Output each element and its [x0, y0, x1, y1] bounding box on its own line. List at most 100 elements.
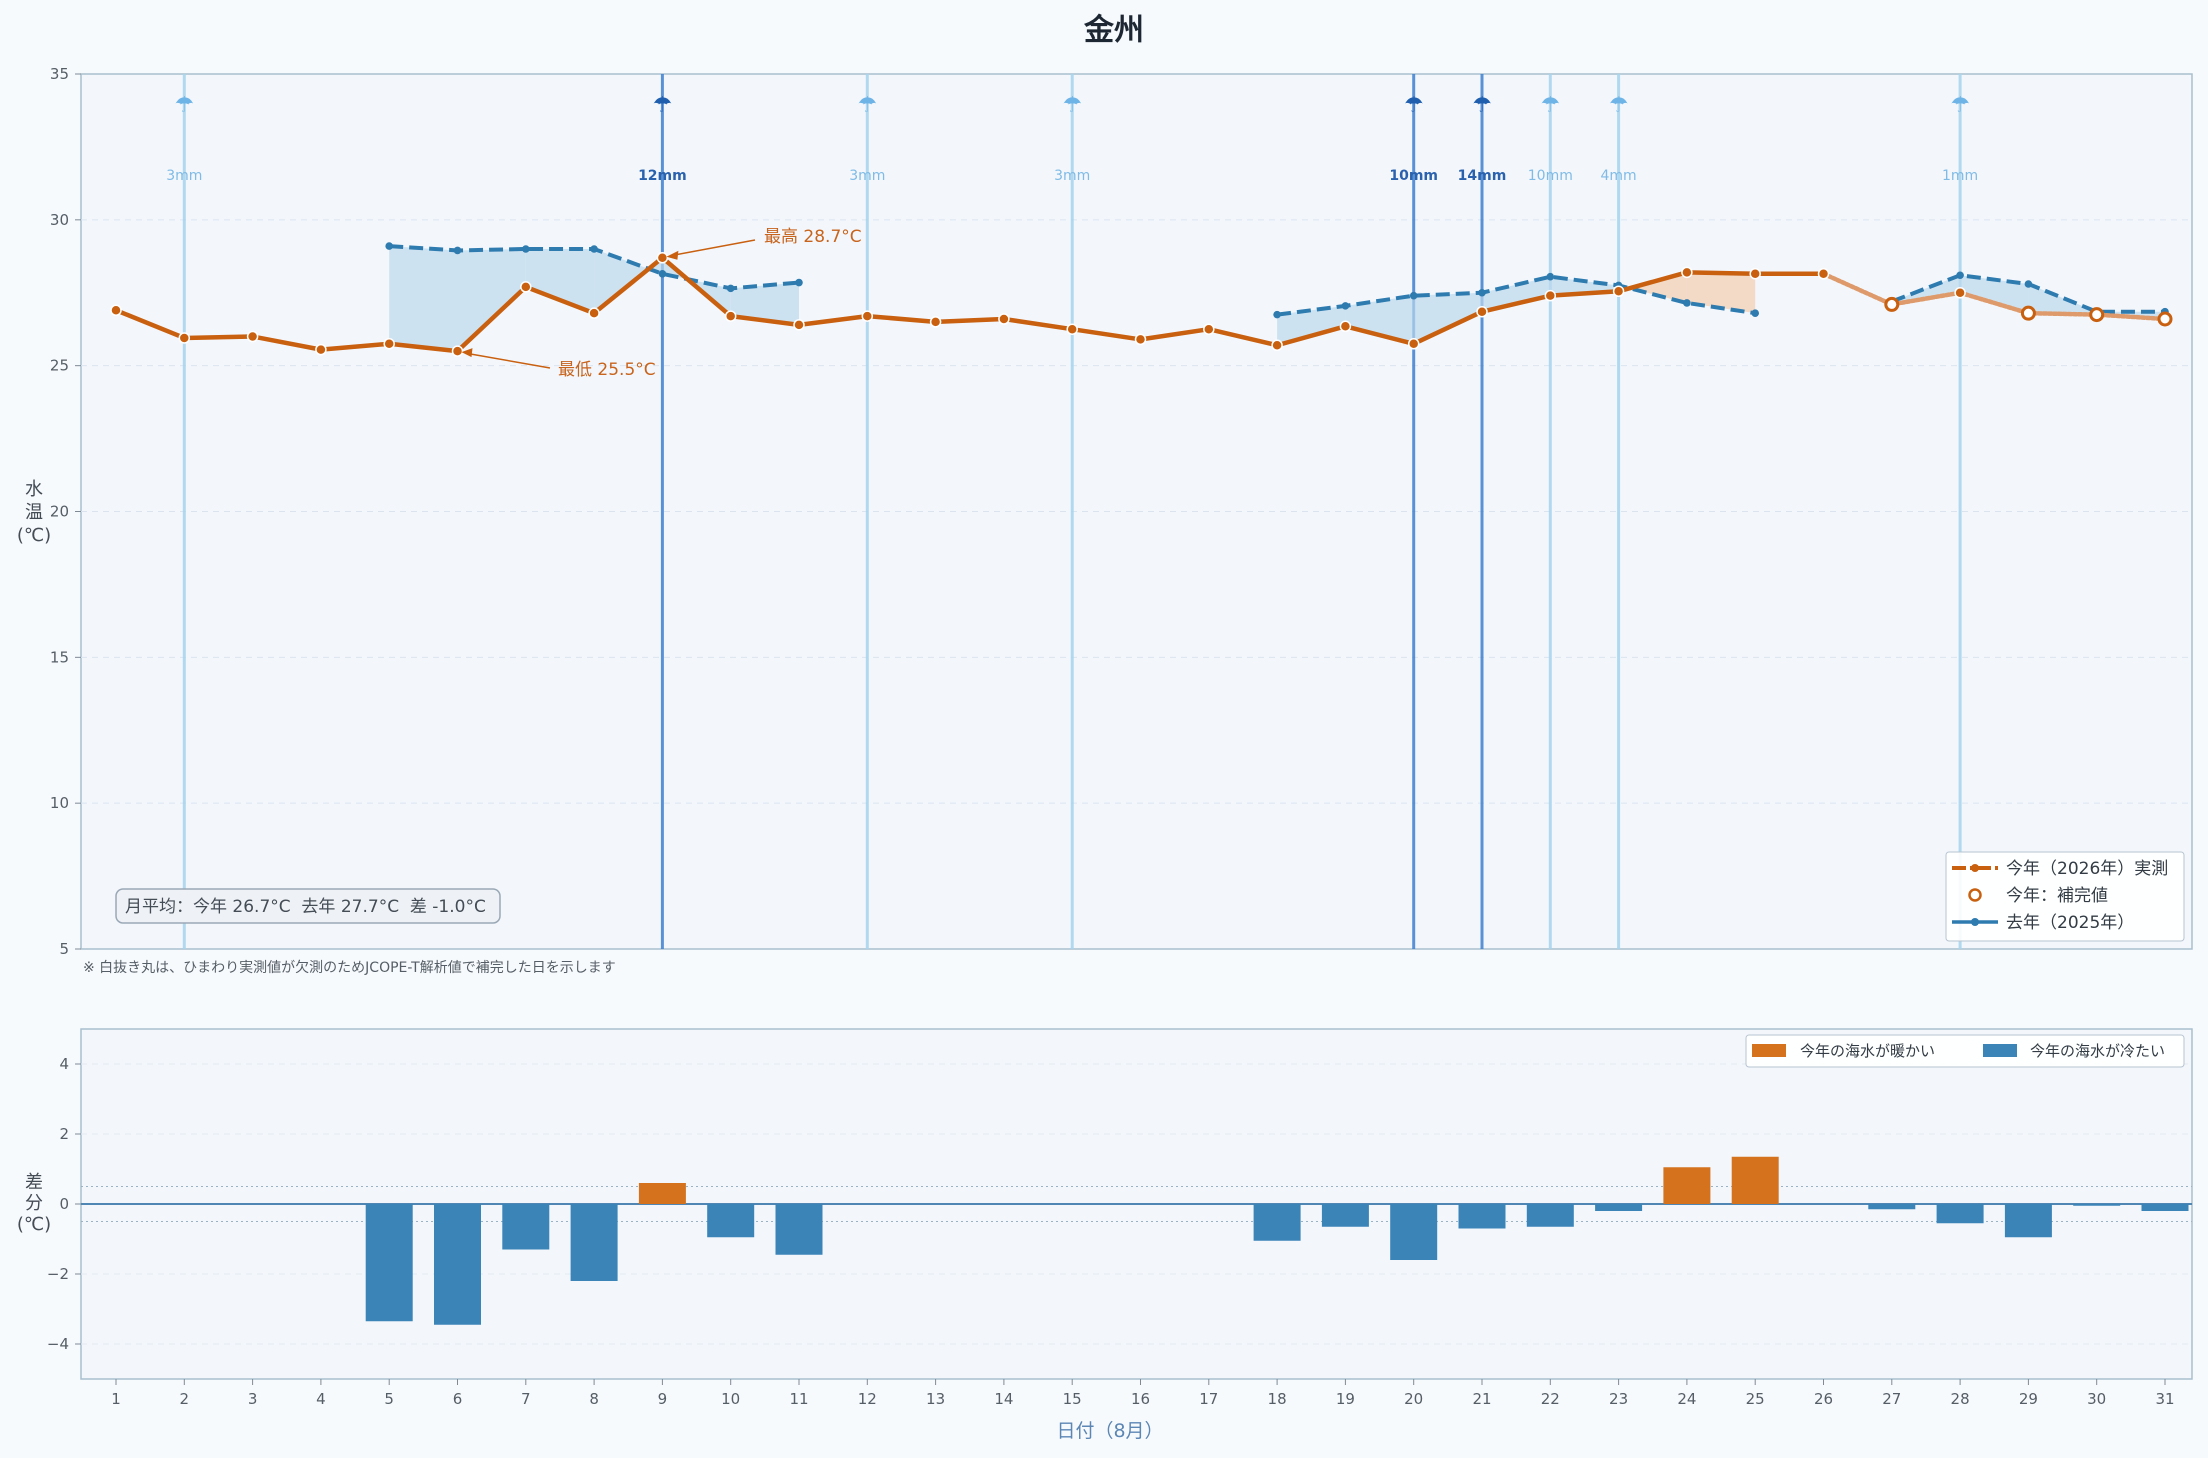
- this-year-point: [1066, 323, 1078, 335]
- last-year-point: [726, 284, 735, 293]
- last-year-point: [795, 278, 803, 287]
- warm-bar: [1663, 1167, 1711, 1204]
- last-year-point: [2024, 280, 2033, 288]
- x-tick-label: 20: [1404, 1390, 1423, 1408]
- this-year-line-segment: [1411, 309, 1485, 347]
- top-y-label-line-3: (℃): [17, 525, 51, 546]
- monthly-summary-box: [115, 888, 501, 924]
- this-year-line-segment: [1889, 290, 1963, 307]
- difference-fill-segment: [730, 282, 799, 325]
- this-year-point: [1271, 339, 1283, 351]
- this-year-line-segment: [1821, 271, 1895, 307]
- this-year-point: [1954, 287, 1966, 299]
- x-tick-label: 24: [1677, 1390, 1696, 1408]
- this-year-point: [1612, 285, 1625, 298]
- x-tick-label: 25: [1746, 1390, 1765, 1408]
- this-year-line-segment: [1479, 293, 1553, 314]
- bottom-y-label-line-1: 差: [25, 1172, 43, 1193]
- bottom-legend-box: [1745, 1034, 2185, 1068]
- last-year-point: [1478, 288, 1486, 297]
- this-year-line-segment: [1274, 324, 1348, 348]
- umbrella-icon: ☂: [1472, 93, 1492, 118]
- difference-fill-segment: [1277, 305, 1346, 346]
- rain-amount-label: 3mm: [166, 168, 202, 184]
- last-year-line: [1276, 274, 1756, 317]
- last-year-point: [385, 242, 394, 250]
- x-axis-label: 日付（8月）: [1056, 1420, 1163, 1442]
- this-year-point: [451, 345, 464, 357]
- cold-bar: [2073, 1204, 2121, 1206]
- last-year-point: [1341, 302, 1350, 310]
- cold-bar: [1458, 1204, 1506, 1229]
- top-y-tick-label: 10: [50, 794, 69, 812]
- bottom-gridlines: [81, 1063, 2192, 1345]
- this-year-point: [1817, 268, 1830, 280]
- this-year-point: [998, 313, 1010, 325]
- umbrella-icon: ☂: [1404, 93, 1424, 118]
- difference-fill-segment: [1345, 295, 1414, 344]
- last-year-point: [1273, 310, 1281, 319]
- warm-bar: [638, 1183, 686, 1204]
- last-year-point: [522, 245, 530, 253]
- legend-warm-label: 今年の海水が暖かい: [1800, 1042, 1935, 1060]
- this-year-line-segment: [591, 255, 665, 316]
- this-year-line-segment: [1001, 316, 1075, 332]
- rain-amount-label: 1mm: [1942, 168, 1978, 184]
- this-year-point: [1681, 266, 1693, 279]
- x-tick-label: 28: [1951, 1390, 1970, 1408]
- difference-fill-segment: [1482, 276, 1551, 312]
- x-tick-label: 9: [658, 1390, 668, 1408]
- legend-this-year-label: 今年（2026年）実測: [2006, 859, 2168, 879]
- rain-amount-label: 10mm: [1528, 168, 1573, 184]
- this-year-line-segment: [1684, 270, 1758, 277]
- umbrella-icon: ☂: [174, 93, 194, 118]
- last-year-point: [453, 246, 462, 255]
- this-year-line-segment: [1616, 270, 1690, 294]
- this-year-line-segment: [455, 284, 529, 354]
- top-y-label-line-2: 温: [25, 502, 43, 523]
- x-tick-label: 13: [926, 1390, 945, 1408]
- x-tick-label: 14: [994, 1390, 1013, 1408]
- cold-bar: [1321, 1204, 1369, 1227]
- this-year-line-segment: [660, 255, 733, 319]
- this-year-point: [1544, 289, 1557, 302]
- cold-bar: [2141, 1204, 2189, 1211]
- last-year-point: [658, 269, 667, 278]
- this-year-line-segment: [1069, 326, 1143, 342]
- difference-fill-segment: [457, 249, 526, 352]
- cold-bar: [502, 1204, 550, 1250]
- difference-fill-segment: [1686, 272, 1756, 314]
- this-year-line-segment: [386, 341, 460, 354]
- bottom-y-label-line-3: (℃): [17, 1214, 51, 1235]
- umbrella-icon: ☂: [857, 93, 877, 118]
- cold-bar: [707, 1204, 755, 1238]
- x-tick-label: 31: [2155, 1390, 2174, 1408]
- umbrella-icon: ☂: [1609, 93, 1629, 118]
- this-year-line-segment: [250, 334, 324, 352]
- top-legend: 今年（2026年）実測 今年：補完値 去年（2025年）: [1945, 851, 2185, 942]
- this-year-line-segment: [1138, 326, 1212, 342]
- footnote: ※ 白抜き丸は、ひまわり実測値が欠測のためJCOPE-T解析値で補完した日を示し…: [83, 960, 616, 976]
- x-tick-label: 4: [316, 1390, 326, 1408]
- this-year-line-segment: [113, 308, 187, 341]
- this-year-point: [1407, 338, 1420, 350]
- this-year-line-segment: [2026, 310, 2099, 317]
- this-year-point: [656, 252, 669, 264]
- x-tick-label: 16: [1131, 1390, 1150, 1408]
- difference-fill-segment: [1413, 292, 1482, 344]
- bottom-legend: 今年の海水が暖かい 今年の海水が冷たい: [1745, 1034, 2185, 1068]
- top-y-tick-label: 35: [50, 65, 69, 83]
- x-tick-label: 6: [453, 1390, 463, 1408]
- this-year-point: [383, 338, 395, 350]
- bottom-y-tick-label: −2: [47, 1265, 69, 1283]
- top-y-tick-label: 25: [50, 357, 69, 375]
- extreme-annotations: 最高 28.7°C 最低 25.5°C: [461, 227, 862, 380]
- x-tick-label: 3: [248, 1390, 258, 1408]
- x-tick-label: 29: [2019, 1390, 2038, 1408]
- this-year-point: [1339, 320, 1352, 333]
- x-tick-label: 10: [721, 1390, 740, 1408]
- last-year-point: [1751, 309, 1759, 317]
- max-annotation-arrow: [670, 239, 756, 257]
- cold-bar: [1868, 1204, 1916, 1210]
